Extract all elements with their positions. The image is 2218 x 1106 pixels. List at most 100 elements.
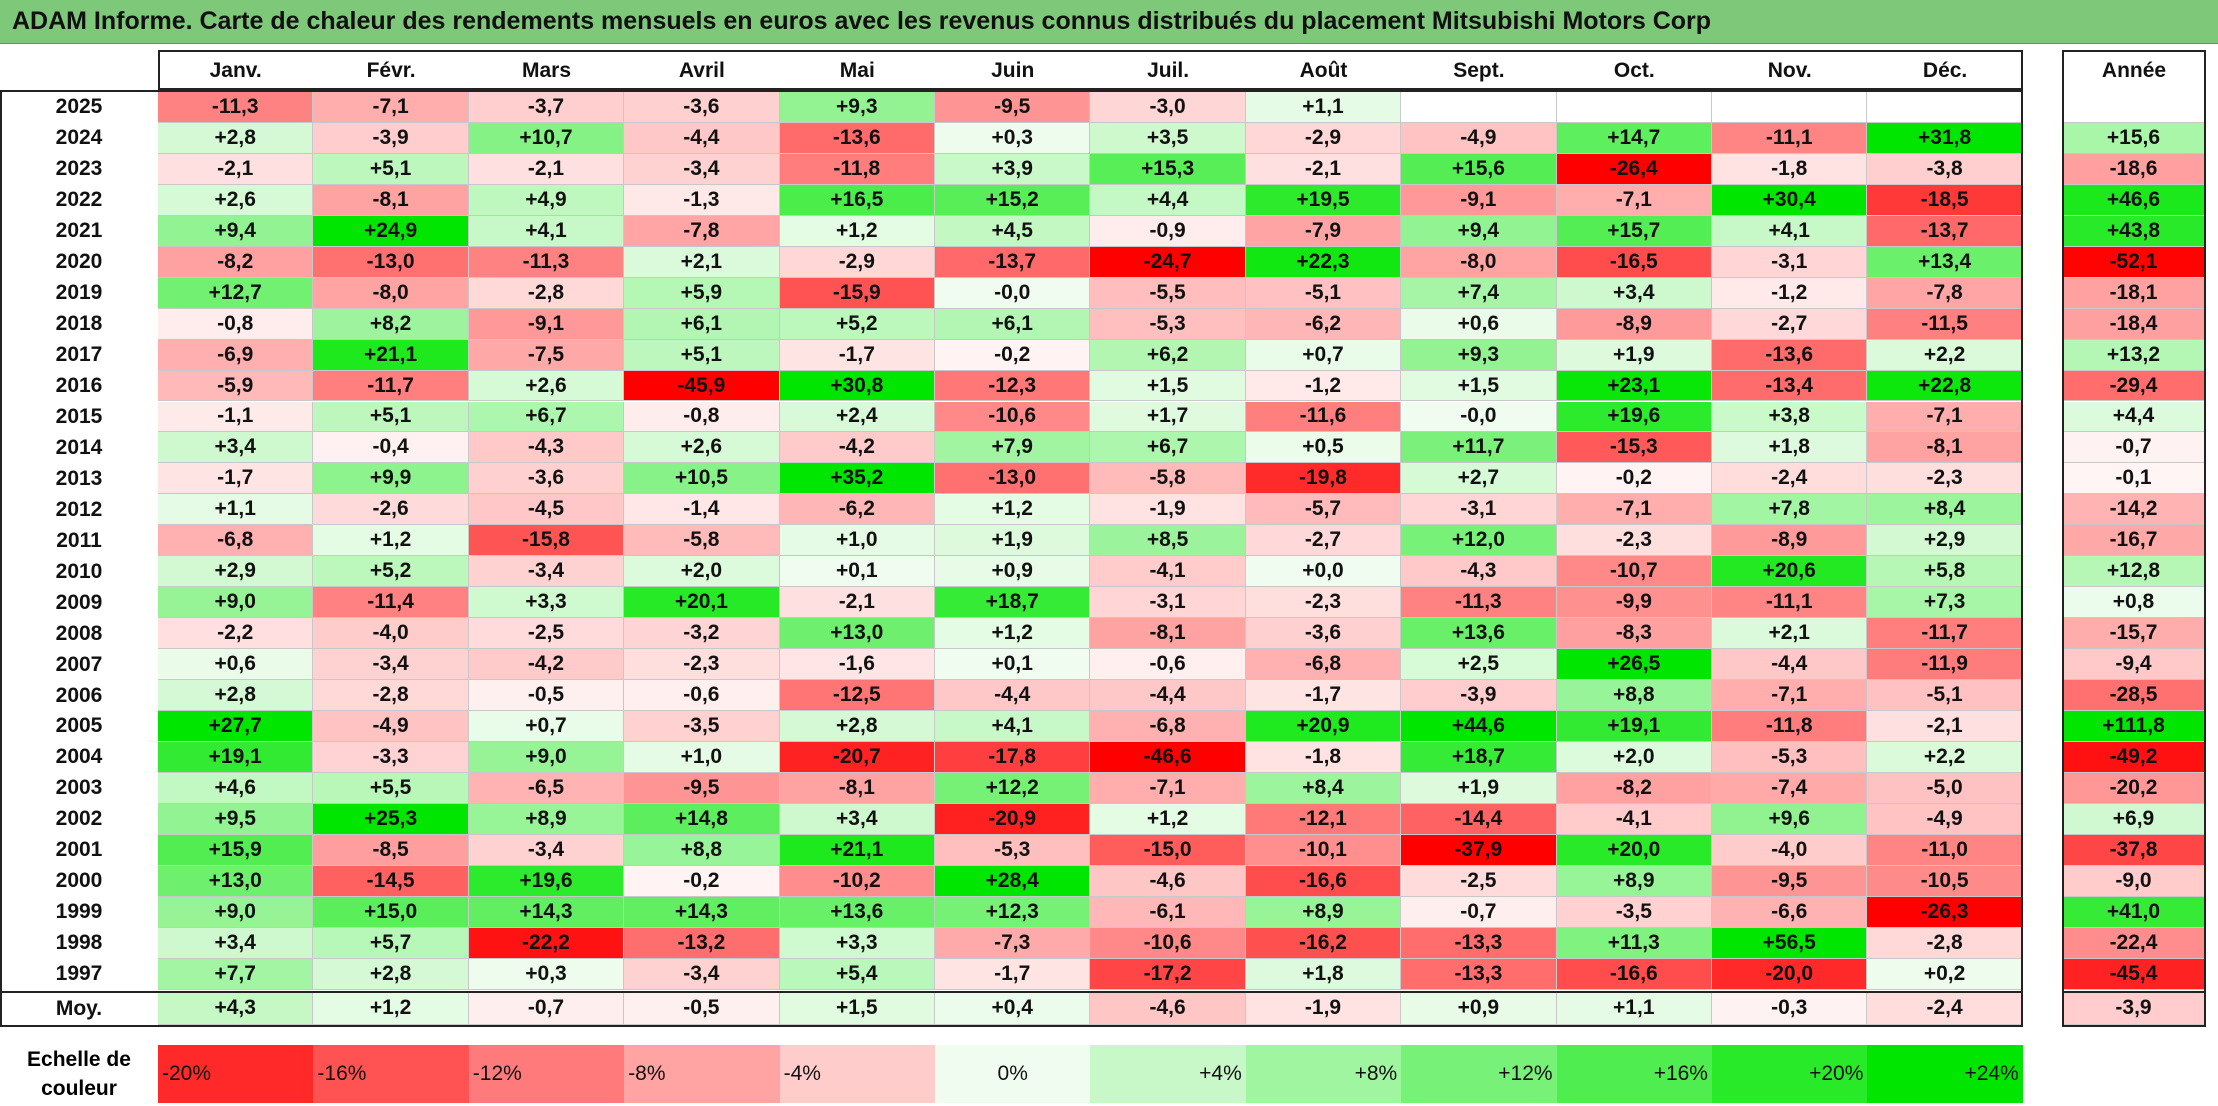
- heatmap-cell: -3,4: [468, 834, 625, 866]
- heatmap-cell: -12,3: [935, 370, 1091, 402]
- heatmap-cell: -1,7: [158, 463, 314, 495]
- heatmap-cell: +2,4: [779, 401, 935, 433]
- heatmap-cell: -4,9: [1401, 122, 1557, 154]
- month-header: Sept.: [1453, 59, 1505, 82]
- heatmap-cell: +4,6: [158, 772, 314, 804]
- heatmap-cell: -8,1: [1867, 432, 2023, 464]
- heatmap-cell: +1,2: [779, 215, 935, 247]
- heatmap-cell: +30,4: [1712, 184, 1868, 216]
- heatmap-cell: -6,8: [1245, 649, 1402, 681]
- heatmap-cell: -4,4: [935, 680, 1091, 711]
- heatmap-cell: -2,3: [1556, 525, 1712, 557]
- year-label: 2015: [55, 404, 103, 428]
- month-header: Déc.: [1922, 59, 1968, 82]
- heatmap-cell: -7,1: [1556, 494, 1712, 526]
- heatmap-cell: +23,1: [1556, 370, 1712, 402]
- heatmap-cell: +1,9: [1401, 772, 1557, 804]
- heatmap-cell: -11,1: [1712, 587, 1868, 619]
- heatmap-cell: -11,1: [1712, 122, 1868, 154]
- average-cell: -2,4: [1867, 992, 2023, 1025]
- heatmap-cell: +22,8: [1867, 370, 2023, 402]
- heatmap-cell: +10,7: [468, 122, 625, 154]
- year-total-cell: +111,8: [2062, 711, 2206, 742]
- average-cell: -4,6: [1090, 992, 1246, 1025]
- heatmap-cell: -2,1: [779, 587, 935, 619]
- heatmap-cell: -8,3: [1556, 618, 1712, 650]
- heatmap-cell: +2,6: [468, 370, 625, 402]
- heatmap-cell: +1,1: [1245, 92, 1402, 123]
- heatmap-cell: +8,4: [1245, 772, 1402, 804]
- heatmap-cell: -8,2: [158, 246, 314, 278]
- heatmap-cell: +1,2: [935, 494, 1091, 526]
- heatmap-cell: +3,4: [158, 927, 314, 959]
- heatmap-cell: -2,6: [313, 494, 469, 526]
- heatmap-cell: +8,9: [468, 803, 625, 835]
- heatmap-cell: -11,7: [313, 370, 469, 402]
- heatmap-cell: +9,0: [158, 587, 314, 619]
- heatmap-cell: +7,3: [1867, 587, 2023, 619]
- heatmap-cell: -12,5: [779, 680, 935, 711]
- heatmap-cell: +4,9: [468, 184, 625, 216]
- heatmap-cell: +2,1: [1712, 618, 1868, 650]
- heatmap-cell: +3,5: [1090, 122, 1246, 154]
- heatmap-cell: +20,1: [624, 587, 780, 619]
- color-scale-cell: +20%: [1712, 1045, 1868, 1103]
- heatmap-cell: -18,5: [1867, 184, 2023, 216]
- heatmap-cell: +15,9: [158, 834, 314, 866]
- heatmap-cell: -8,9: [1556, 308, 1712, 340]
- year-total-cell: +43,8: [2062, 215, 2206, 247]
- heatmap-cell: -2,2: [158, 618, 314, 650]
- heatmap-cell: -22,2: [468, 927, 625, 959]
- heatmap-cell: -4,1: [1090, 556, 1246, 588]
- heatmap-cell: -4,2: [779, 432, 935, 464]
- heatmap-cell: -3,4: [313, 649, 469, 681]
- heatmap-cell: +19,6: [468, 865, 625, 897]
- heatmap-cell: +14,7: [1556, 122, 1712, 154]
- heatmap-cell: +0,1: [935, 649, 1091, 681]
- heatmap-cell: -0,5: [468, 680, 625, 711]
- heatmap-cell: -5,8: [624, 525, 780, 557]
- heatmap-cell: [1556, 92, 1712, 123]
- heatmap-cell: +5,2: [313, 556, 469, 588]
- month-header: Juil.: [1147, 59, 1190, 82]
- heatmap-cell: +15,2: [935, 184, 1091, 216]
- color-scale-cell: -8%: [624, 1045, 780, 1103]
- heatmap-cell: +3,4: [779, 803, 935, 835]
- heatmap-cell: -7,1: [1867, 401, 2023, 433]
- year-label: 2002: [55, 807, 103, 831]
- heatmap-cell: +3,4: [158, 432, 314, 464]
- heatmap-cell: -5,3: [1090, 308, 1246, 340]
- heatmap-cell: -6,8: [158, 525, 314, 557]
- heatmap-cell: +5,7: [313, 927, 469, 959]
- heatmap-cell: -9,5: [624, 772, 780, 804]
- heatmap-cell: +22,3: [1245, 246, 1402, 278]
- heatmap-cell: -2,8: [1867, 927, 2023, 959]
- average-cell: -0,5: [624, 992, 780, 1025]
- heatmap-cell: -24,7: [1090, 246, 1246, 278]
- heatmap-cell: -1,7: [779, 339, 935, 371]
- year-label: 2012: [55, 497, 103, 521]
- heatmap-cell: -2,1: [1867, 711, 2023, 742]
- color-scale-cell: +24%: [1867, 1045, 2023, 1103]
- heatmap-cell: -11,3: [468, 246, 625, 278]
- heatmap-cell: +2,6: [624, 432, 780, 464]
- heatmap-cell: -11,6: [1245, 401, 1402, 433]
- heatmap-cell: -4,6: [1090, 865, 1246, 897]
- heatmap-cell: -2,9: [1245, 122, 1402, 154]
- heatmap-cell: -13,3: [1401, 958, 1557, 990]
- year-label: 2009: [55, 590, 103, 614]
- heatmap-cell: +6,2: [1090, 339, 1246, 371]
- heatmap-cell: -8,0: [1401, 246, 1557, 278]
- heatmap-cell: -11,0: [1867, 834, 2023, 866]
- heatmap-cell: +2,2: [1867, 741, 2023, 773]
- heatmap-cell: -7,8: [624, 215, 780, 247]
- year-label: 2006: [55, 683, 103, 707]
- heatmap-cell: -6,8: [1090, 711, 1246, 742]
- heatmap-cell: +1,2: [1090, 803, 1246, 835]
- average-separator: [0, 990, 2023, 993]
- heatmap-cell: -6,2: [1245, 308, 1402, 340]
- color-scale-cell: 0%: [935, 1045, 1091, 1103]
- year-label: 2016: [55, 374, 103, 398]
- heatmap-cell: +9,3: [779, 92, 935, 123]
- heatmap-cell: -4,3: [468, 432, 625, 464]
